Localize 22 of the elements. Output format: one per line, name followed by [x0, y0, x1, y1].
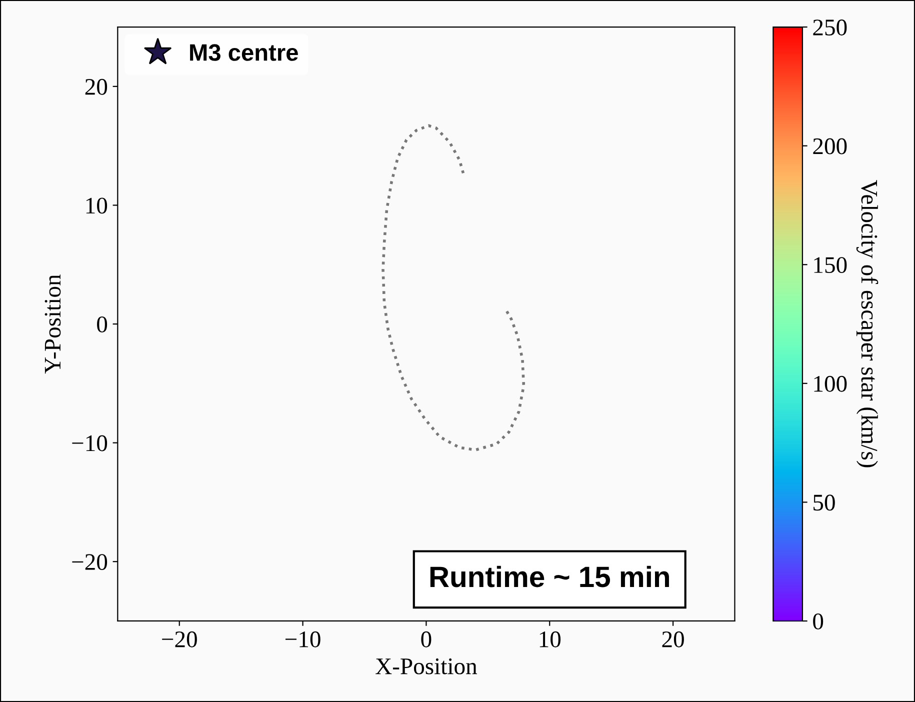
- y-axis-title: Y-Position: [44, 274, 61, 374]
- line-series: [382, 124, 526, 452]
- x-tick-label: 20: [662, 631, 684, 648]
- y-tick-label: −20: [72, 554, 108, 570]
- x-axis-title: X-Position: [376, 658, 478, 674]
- x-tick-label: 10: [540, 631, 561, 648]
- color-bar-title: Velocity of escaper star (km/s): [856, 180, 878, 468]
- color-bar-label: 50: [814, 494, 835, 511]
- x-tick-label: −10: [286, 631, 320, 648]
- color-bar-label: 250: [813, 20, 847, 36]
- y-tick-label: 0: [97, 316, 108, 332]
- color-bar-label: 200: [813, 138, 847, 154]
- color-bar-label: 150: [814, 257, 847, 274]
- annotation: Runtime ~ 15 min: [430, 566, 669, 588]
- legend-label: M3 centre: [190, 44, 298, 61]
- x-tick-label: −20: [162, 631, 197, 648]
- y-tick-label: 10: [86, 198, 108, 214]
- y-tick-label: −10: [72, 435, 108, 452]
- color-bar-label: 100: [814, 376, 847, 392]
- color-bar-label: 0: [813, 613, 824, 630]
- y-tick-label: 20: [85, 78, 108, 95]
- x-tick-label: 0: [421, 631, 432, 648]
